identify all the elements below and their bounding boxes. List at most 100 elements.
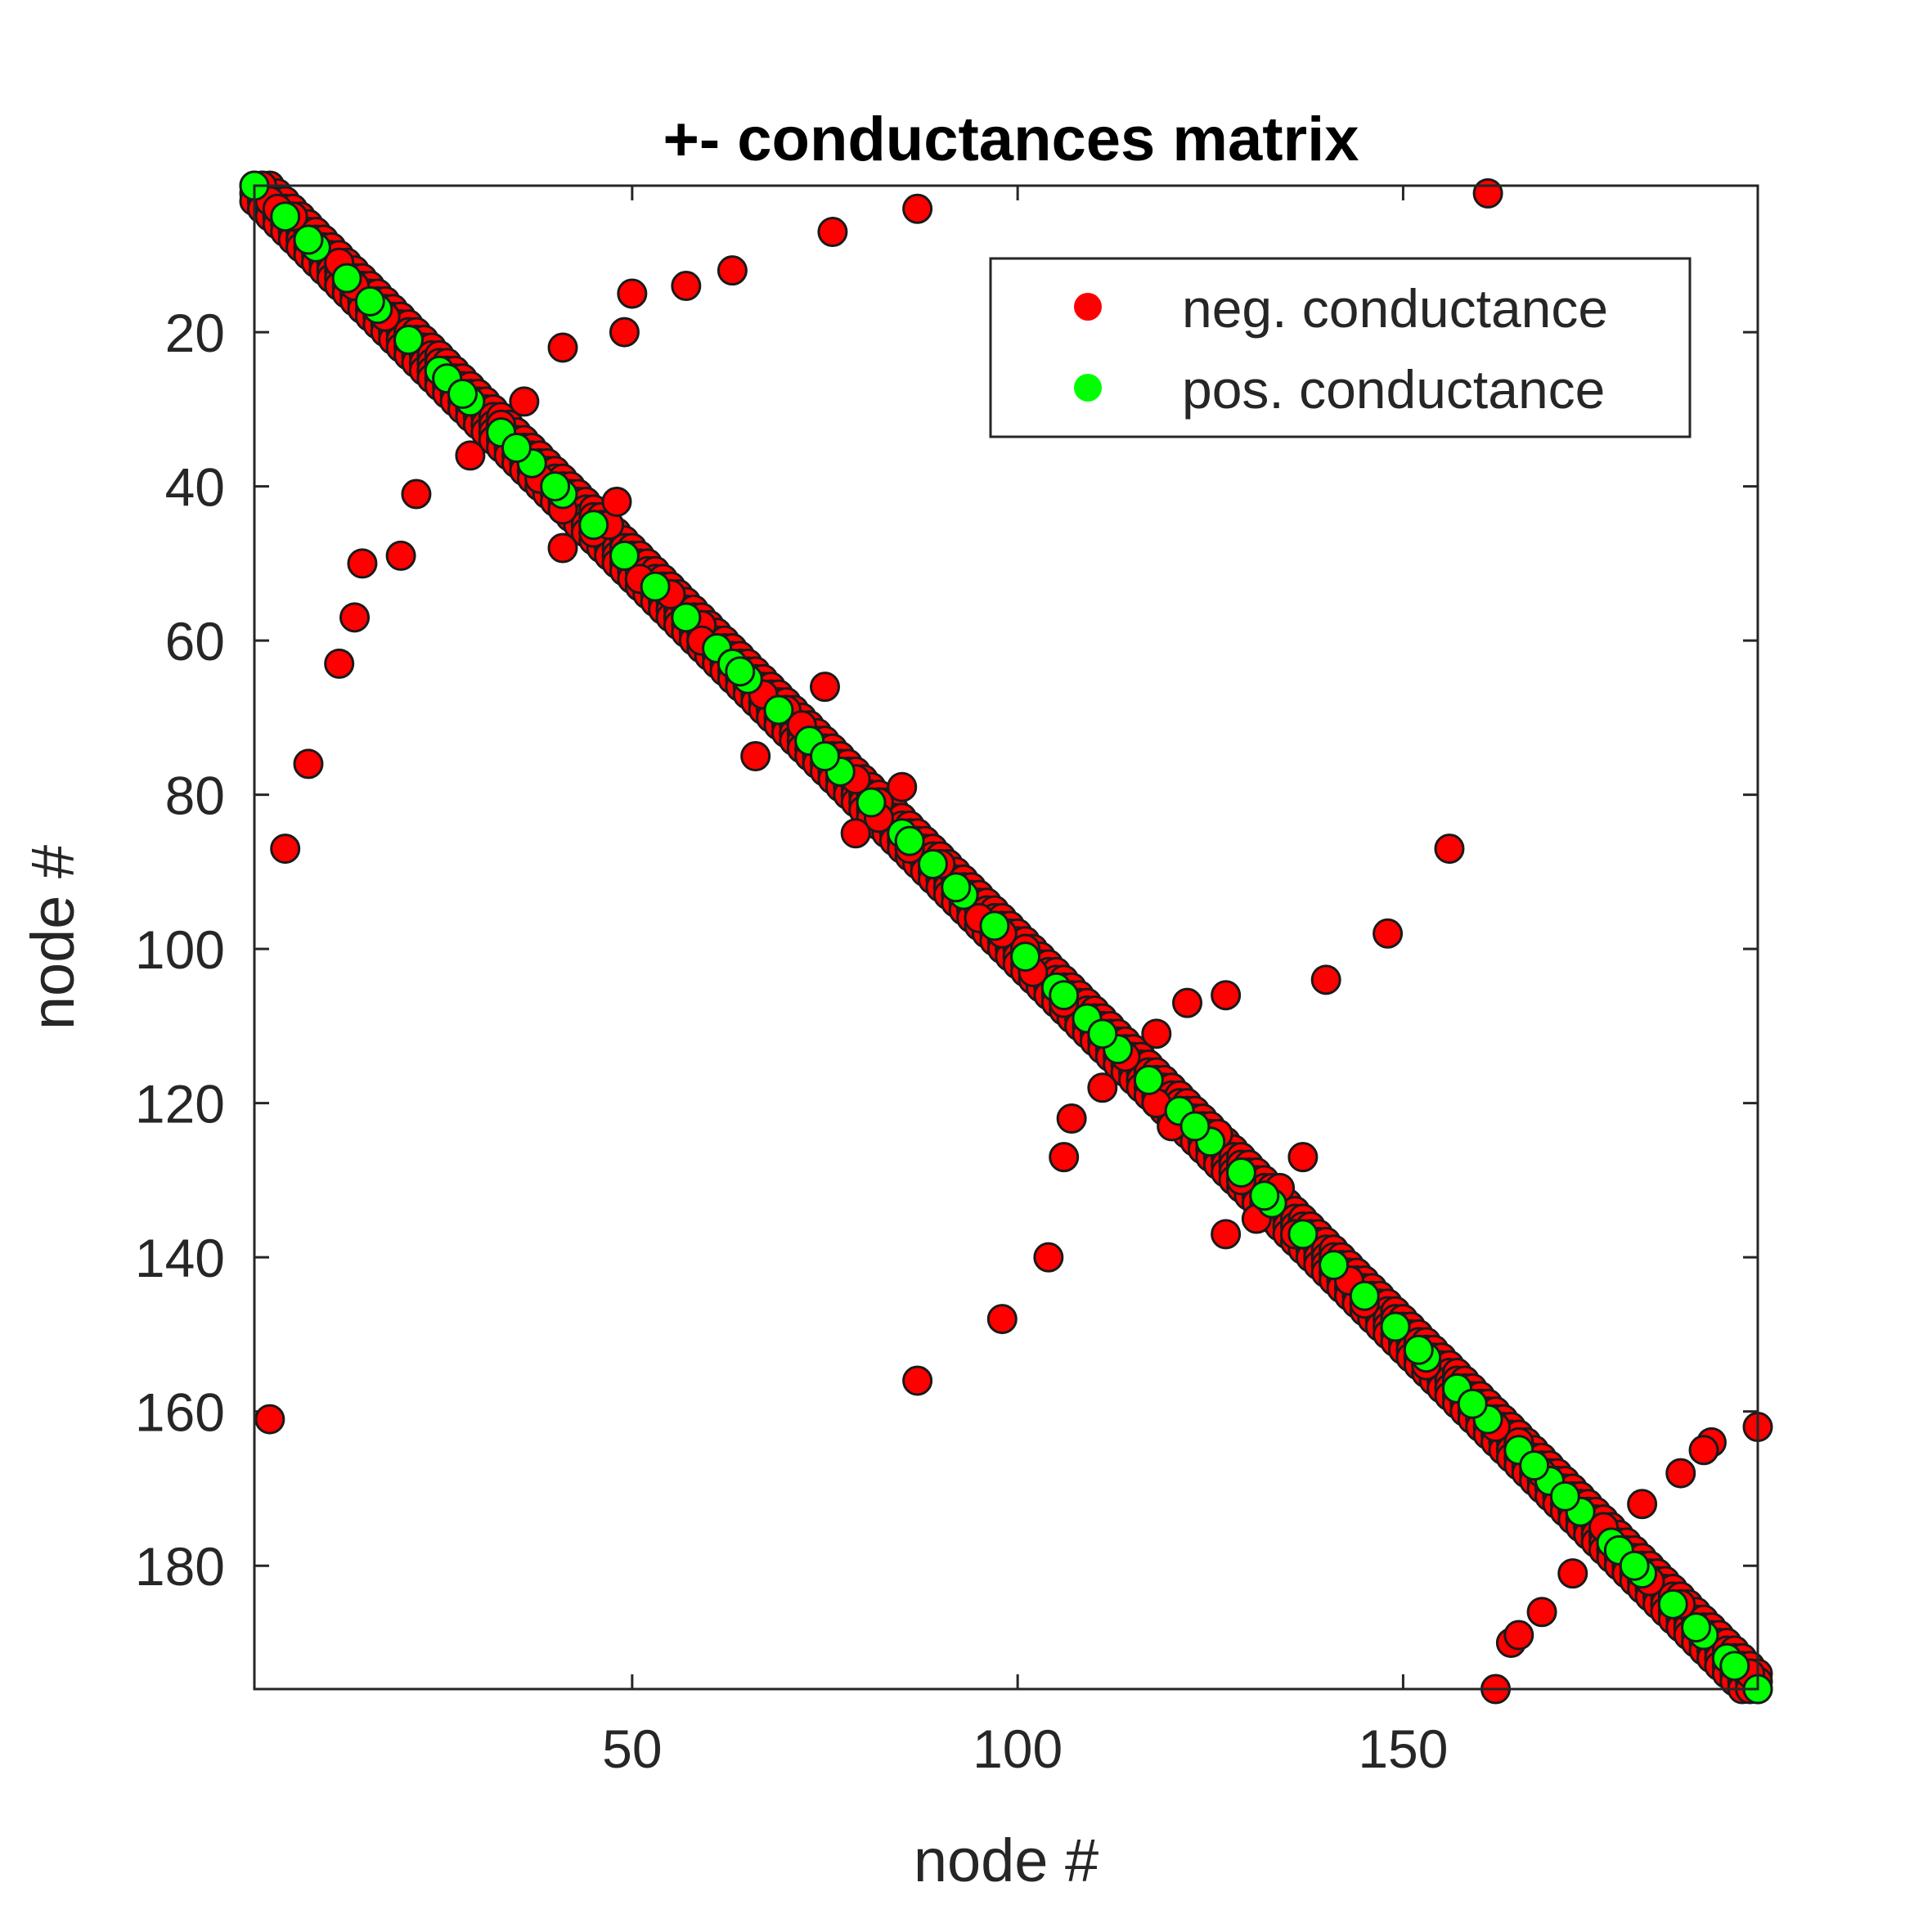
y-tick-label: 40	[165, 457, 225, 518]
pos-conductance-point	[809, 740, 840, 771]
pos-conductance-point	[501, 432, 532, 463]
neg-conductance-point	[1434, 833, 1465, 865]
x-axis-label: node #	[914, 1826, 1099, 1894]
pos-conductance-point	[447, 378, 478, 409]
neg-conductance-point	[1033, 1242, 1064, 1273]
pos-conductance-point	[1403, 1334, 1434, 1365]
neg-conductance-point	[293, 748, 324, 780]
neg-conductance-point	[254, 1404, 285, 1435]
neg-conductance-point	[617, 278, 648, 309]
neg-conductance-point	[671, 271, 702, 302]
pos-conductance-point	[1457, 1388, 1488, 1419]
pos-conductance-point	[354, 285, 385, 317]
y-tick-label: 140	[135, 1228, 225, 1288]
neg-conductance-point	[347, 548, 378, 579]
y-axis-label: node #	[19, 845, 87, 1030]
neg-conductance-point	[1627, 1489, 1658, 1520]
neg-conductance-point	[986, 1304, 1018, 1335]
neg-conductance-point	[1310, 964, 1341, 995]
pos-conductance-point	[393, 325, 425, 356]
pos-conductance-point	[1319, 1250, 1350, 1281]
x-tick-label: 100	[973, 1719, 1063, 1779]
pos-conductance-point	[1380, 1311, 1411, 1342]
pos-conductance-point	[763, 694, 794, 726]
neg-conductance-point	[509, 386, 540, 417]
pos-conductance-point	[540, 471, 571, 502]
pos-conductance-point	[1349, 1280, 1380, 1311]
neg-conductance-point	[1472, 177, 1503, 209]
pos-conductance-point	[941, 872, 972, 903]
pos-conductance-point	[578, 510, 609, 541]
pos-conductance-point	[1657, 1588, 1688, 1620]
pos-conductance-point	[1049, 980, 1080, 1011]
pos-conductance-point	[1719, 1651, 1750, 1682]
neg-conductance-point	[339, 602, 371, 633]
pos-conductance-point	[1010, 941, 1041, 973]
neg-conductance-point	[902, 1365, 933, 1396]
neg-conductance-point	[1503, 1620, 1534, 1651]
pos-conductance-point	[331, 263, 362, 294]
neg-conductance-point	[1211, 1219, 1242, 1250]
y-axis-ticks: 20 40 60 80 100 120 140 160 180	[135, 303, 1758, 1597]
neg-conductance-point	[270, 833, 301, 865]
neg-conductance-point	[840, 818, 871, 849]
pos-conductance-points	[239, 170, 1773, 1705]
pos-conductance-point	[1087, 1018, 1118, 1049]
neg-conductance-point	[601, 486, 632, 517]
neg-conductance-point	[455, 440, 486, 471]
neg-conductance-point	[1373, 918, 1404, 949]
neg-conductance-point	[1056, 1103, 1087, 1134]
pos-conductance-point	[671, 602, 702, 633]
y-tick-label: 160	[135, 1382, 225, 1443]
x-axis-ticks: 50 100 150	[602, 186, 1448, 1779]
neg-conductance-point	[385, 540, 416, 571]
neg-conductance-point	[740, 740, 771, 771]
neg-conductance-point	[547, 532, 578, 564]
neg-conductance-point	[887, 771, 918, 802]
neg-conductance-point	[1287, 1142, 1319, 1173]
pos-conductance-point	[1225, 1157, 1256, 1188]
pos-conductance-point	[979, 910, 1010, 941]
neg-conductance-point	[1172, 987, 1203, 1018]
pos-conductance-point	[1133, 1064, 1164, 1095]
x-tick-label: 150	[1358, 1719, 1448, 1779]
y-tick-label: 180	[135, 1536, 225, 1597]
neg-conductance-point	[1211, 980, 1242, 1011]
neg-conductance-point	[809, 672, 840, 703]
neg-conductance-point	[817, 217, 848, 248]
pos-conductance-point	[917, 848, 948, 879]
pos-conductance-point	[1179, 1111, 1211, 1142]
neg-conductance-point	[609, 317, 640, 348]
neg-conductance-point	[1049, 1142, 1080, 1173]
neg-conductance-point	[1141, 1018, 1172, 1049]
legend-marker-neg	[1074, 293, 1102, 321]
legend-marker-pos	[1074, 374, 1102, 402]
legend-label-neg: neg. conductance	[1182, 278, 1608, 339]
pos-conductance-point	[1519, 1450, 1550, 1481]
x-tick-label: 50	[602, 1719, 662, 1779]
pos-conductance-point	[1287, 1219, 1319, 1250]
neg-conductance-point	[717, 255, 748, 286]
neg-conductance-point	[1526, 1597, 1557, 1628]
neg-conductance-point	[1688, 1435, 1719, 1466]
pos-conductance-point	[640, 571, 671, 602]
pos-conductance-point	[725, 656, 756, 687]
neg-conductance-point	[401, 479, 432, 510]
neg-conductance-point	[1557, 1558, 1588, 1589]
neg-conductance-point	[324, 648, 355, 679]
chart-title: +- conductances matrix	[663, 105, 1359, 174]
legend: neg. conductance pos. conductance	[989, 257, 1692, 438]
legend-label-pos: pos. conductance	[1182, 359, 1605, 420]
neg-conductance-point	[547, 332, 578, 363]
neg-conductance-point	[1087, 1072, 1118, 1103]
y-tick-label: 20	[165, 303, 225, 363]
y-tick-label: 60	[165, 611, 225, 672]
y-tick-label: 80	[165, 766, 225, 826]
neg-conductance-point	[1665, 1458, 1696, 1489]
pos-conductance-point	[1681, 1612, 1712, 1643]
pos-conductance-point	[856, 787, 887, 818]
neg-conductance-point	[902, 193, 933, 224]
pos-conductance-point	[609, 540, 640, 571]
y-tick-label: 100	[135, 919, 225, 980]
